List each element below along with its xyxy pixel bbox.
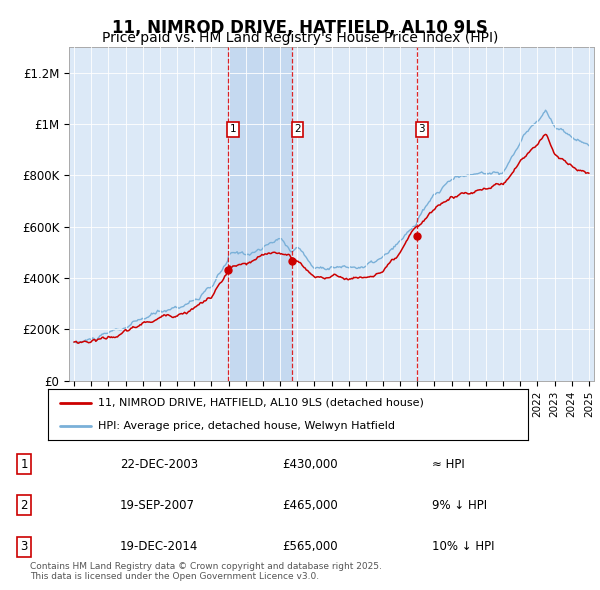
Text: £430,000: £430,000 (282, 457, 338, 471)
Text: 10% ↓ HPI: 10% ↓ HPI (432, 540, 494, 553)
Text: HPI: Average price, detached house, Welwyn Hatfield: HPI: Average price, detached house, Welw… (98, 421, 395, 431)
Text: 11, NIMROD DRIVE, HATFIELD, AL10 9LS (detached house): 11, NIMROD DRIVE, HATFIELD, AL10 9LS (de… (98, 398, 424, 408)
Text: ≈ HPI: ≈ HPI (432, 457, 465, 471)
Text: £565,000: £565,000 (282, 540, 338, 553)
Text: 3: 3 (20, 540, 28, 553)
Text: 11, NIMROD DRIVE, HATFIELD, AL10 9LS: 11, NIMROD DRIVE, HATFIELD, AL10 9LS (112, 19, 488, 37)
Text: 19-DEC-2014: 19-DEC-2014 (120, 540, 199, 553)
Text: 9% ↓ HPI: 9% ↓ HPI (432, 499, 487, 512)
Text: 1: 1 (230, 124, 236, 135)
Text: 22-DEC-2003: 22-DEC-2003 (120, 457, 198, 471)
Text: 2: 2 (294, 124, 301, 135)
Text: Price paid vs. HM Land Registry's House Price Index (HPI): Price paid vs. HM Land Registry's House … (102, 31, 498, 45)
Text: 1: 1 (20, 457, 28, 471)
Text: 19-SEP-2007: 19-SEP-2007 (120, 499, 195, 512)
Bar (228, 47, 292, 381)
Text: 2: 2 (20, 499, 28, 512)
Bar (292, 47, 417, 381)
Text: £465,000: £465,000 (282, 499, 338, 512)
Text: 3: 3 (419, 124, 425, 135)
Text: Contains HM Land Registry data © Crown copyright and database right 2025.
This d: Contains HM Land Registry data © Crown c… (30, 562, 382, 581)
